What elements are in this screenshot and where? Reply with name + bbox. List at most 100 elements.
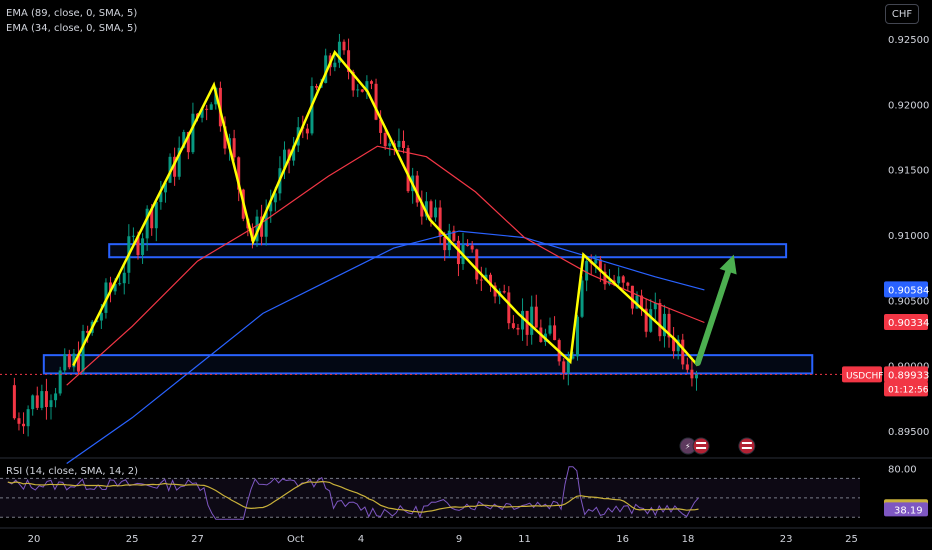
candle bbox=[260, 216, 264, 237]
candle bbox=[662, 313, 666, 337]
candle bbox=[681, 339, 685, 365]
candle bbox=[438, 207, 442, 237]
candle bbox=[635, 295, 639, 309]
candle bbox=[351, 71, 355, 91]
time-tick-label: 9 bbox=[456, 534, 462, 545]
candle bbox=[617, 276, 621, 284]
candle bbox=[511, 323, 515, 328]
candle bbox=[113, 283, 117, 292]
us-flag-icon[interactable] bbox=[692, 437, 710, 455]
candle bbox=[626, 282, 630, 286]
candle bbox=[191, 113, 195, 153]
currency-button[interactable]: CHF bbox=[885, 4, 919, 24]
ema89-legend[interactable]: EMA (89, close, 0, SMA, 5) bbox=[6, 8, 138, 19]
candle bbox=[640, 295, 644, 309]
candle bbox=[44, 391, 48, 408]
zigzag-pattern-line bbox=[72, 49, 699, 367]
flash-glyph: ⚡ bbox=[685, 442, 691, 451]
resistance-zone[interactable] bbox=[108, 243, 788, 259]
candle bbox=[356, 89, 360, 91]
candle bbox=[695, 373, 699, 379]
ema34-legend[interactable]: EMA (34, close, 0, SMA, 5) bbox=[6, 23, 138, 34]
candle bbox=[154, 202, 158, 229]
candle bbox=[81, 330, 85, 372]
ema89-price: 0.90584 bbox=[888, 285, 929, 296]
candle bbox=[237, 157, 241, 190]
candle bbox=[17, 418, 21, 424]
candle bbox=[333, 62, 337, 68]
candle bbox=[269, 202, 273, 212]
candle bbox=[109, 282, 113, 292]
time-tick-label: 20 bbox=[28, 534, 41, 545]
candle bbox=[470, 245, 474, 250]
ema34-price-badge bbox=[884, 313, 928, 330]
candle bbox=[337, 41, 341, 63]
candle bbox=[566, 358, 570, 374]
candle bbox=[72, 353, 76, 368]
candle bbox=[397, 140, 401, 147]
ema34-line bbox=[66, 145, 705, 386]
bullish-arrow-head bbox=[719, 254, 737, 275]
candle bbox=[594, 259, 598, 264]
candle bbox=[26, 409, 30, 427]
candle bbox=[223, 126, 227, 149]
price-tick-label: 0.92500 bbox=[888, 35, 929, 46]
candle bbox=[653, 303, 657, 310]
candle bbox=[342, 41, 346, 51]
candle bbox=[63, 354, 67, 371]
candle bbox=[516, 327, 520, 330]
candle bbox=[141, 238, 145, 255]
candle bbox=[369, 81, 373, 84]
us-flag-stripe bbox=[741, 442, 752, 444]
candle bbox=[534, 306, 538, 328]
candle bbox=[186, 131, 190, 153]
candle bbox=[282, 149, 286, 169]
candle bbox=[118, 283, 122, 285]
candle bbox=[434, 207, 438, 218]
candle bbox=[424, 201, 428, 217]
candle bbox=[264, 211, 268, 237]
rsi-value: 38.19 bbox=[894, 505, 923, 516]
us-flag-stripe bbox=[741, 447, 752, 449]
candle bbox=[22, 423, 26, 427]
support-zone[interactable] bbox=[42, 354, 814, 375]
price-tick-label: 0.90500 bbox=[888, 296, 929, 307]
candle bbox=[603, 271, 607, 285]
candle bbox=[580, 280, 584, 317]
candle bbox=[667, 313, 671, 338]
bullish-arrow[interactable] bbox=[694, 268, 732, 366]
candle bbox=[685, 364, 689, 370]
price-tick-label: 0.89500 bbox=[888, 427, 929, 438]
candle bbox=[255, 216, 259, 242]
candle bbox=[456, 240, 460, 265]
candle bbox=[621, 276, 625, 283]
candle bbox=[49, 400, 53, 408]
rsi-ma-line bbox=[7, 480, 699, 513]
candle bbox=[575, 316, 579, 357]
candle bbox=[488, 274, 492, 286]
candle bbox=[658, 303, 662, 337]
candle bbox=[122, 272, 126, 284]
symbol-badge[interactable] bbox=[842, 366, 882, 383]
candle bbox=[292, 145, 296, 161]
price-tick-label: 0.91500 bbox=[888, 166, 929, 177]
candle bbox=[530, 306, 534, 335]
candle bbox=[86, 330, 90, 333]
candle bbox=[466, 244, 470, 246]
candle bbox=[374, 83, 378, 120]
us-flag-icon[interactable] bbox=[738, 437, 756, 455]
price-tick-label: 0.92000 bbox=[888, 100, 929, 111]
candle bbox=[360, 89, 364, 92]
time-tick-label: 4 bbox=[358, 534, 364, 545]
candle bbox=[415, 175, 419, 203]
candle bbox=[67, 354, 71, 368]
rsi-legend[interactable]: RSI (14, close, SMA, 14, 2) bbox=[6, 466, 139, 477]
candle bbox=[649, 309, 653, 332]
candle bbox=[173, 156, 177, 177]
candle bbox=[585, 261, 589, 281]
candle bbox=[305, 128, 309, 134]
candle bbox=[475, 249, 479, 280]
countdown-badge bbox=[884, 381, 928, 397]
